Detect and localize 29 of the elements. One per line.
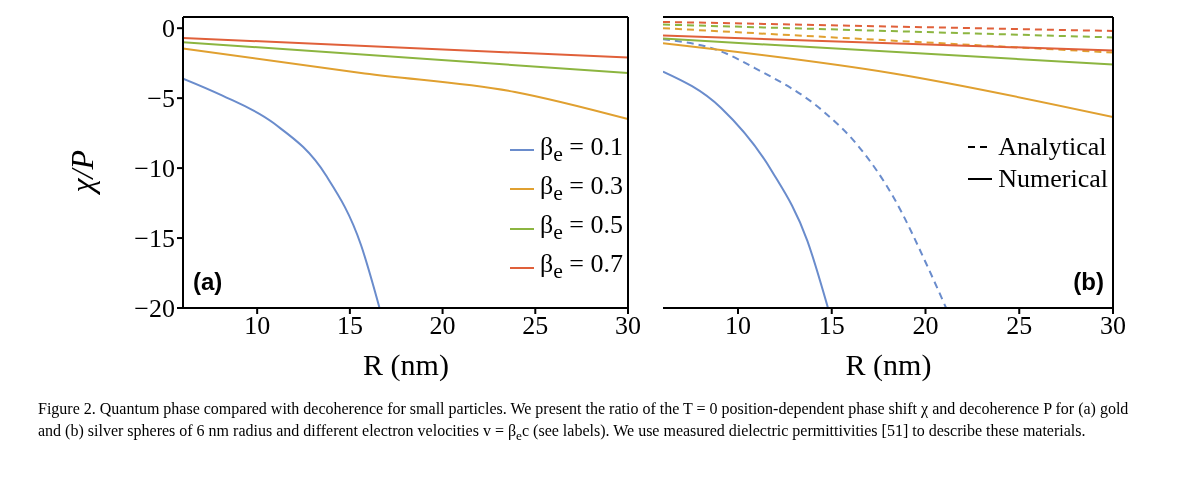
x-axis-title: R (nm) — [362, 348, 450, 382]
x-tick-label: 20 — [912, 311, 939, 341]
y-tick-label: −20 — [134, 294, 175, 324]
legend-label: Analytical — [998, 130, 1107, 163]
y-tick-label: −15 — [134, 224, 175, 254]
legend-label: β$_{e}$ = 0.7 — [539, 248, 623, 286]
y-axis-title: χ/P — [64, 149, 101, 196]
x-tick-label: 30 — [615, 311, 641, 341]
x-tick-label: 15 — [336, 311, 363, 341]
x-tick-label: 30 — [1100, 311, 1126, 341]
annotation: (b) — [1073, 268, 1104, 296]
annotation: (a) — [193, 268, 223, 296]
legend-label: Numerical — [998, 162, 1108, 195]
x-tick-label: 10 — [725, 311, 751, 341]
x-tick-label: 10 — [244, 311, 271, 341]
x-tick-label: 15 — [818, 311, 845, 341]
x-tick-label: 20 — [429, 311, 456, 341]
line-series — [183, 47, 628, 121]
caption: Figure 2. Quantum phase compared with decoherence for small particles. We present the ratio of the T = 0 position-dependent phase shift χ and decoherence P for (a) gold and (b) silver spheres of 6 nm radius and different electron velocities v = β$_{e}$c (see labels). We use measured dielectric permittivities [51] to describe these materials. — [38, 399, 1130, 446]
legend-label: β$_{e}$ = 0.1 — [539, 130, 623, 168]
x-tick-label: 25 — [1006, 311, 1033, 341]
y-tick-label: −10 — [134, 154, 175, 184]
legend-label: β$_{e}$ = 0.3 — [539, 169, 623, 207]
legend-label: β$_{e}$ = 0.5 — [539, 209, 623, 247]
x-axis-title: R (nm) — [844, 348, 933, 382]
line-series — [183, 77, 381, 308]
x-tick-label: 25 — [522, 311, 549, 341]
y-tick-label: 0 — [162, 14, 175, 44]
y-tick-label: −5 — [147, 84, 175, 114]
